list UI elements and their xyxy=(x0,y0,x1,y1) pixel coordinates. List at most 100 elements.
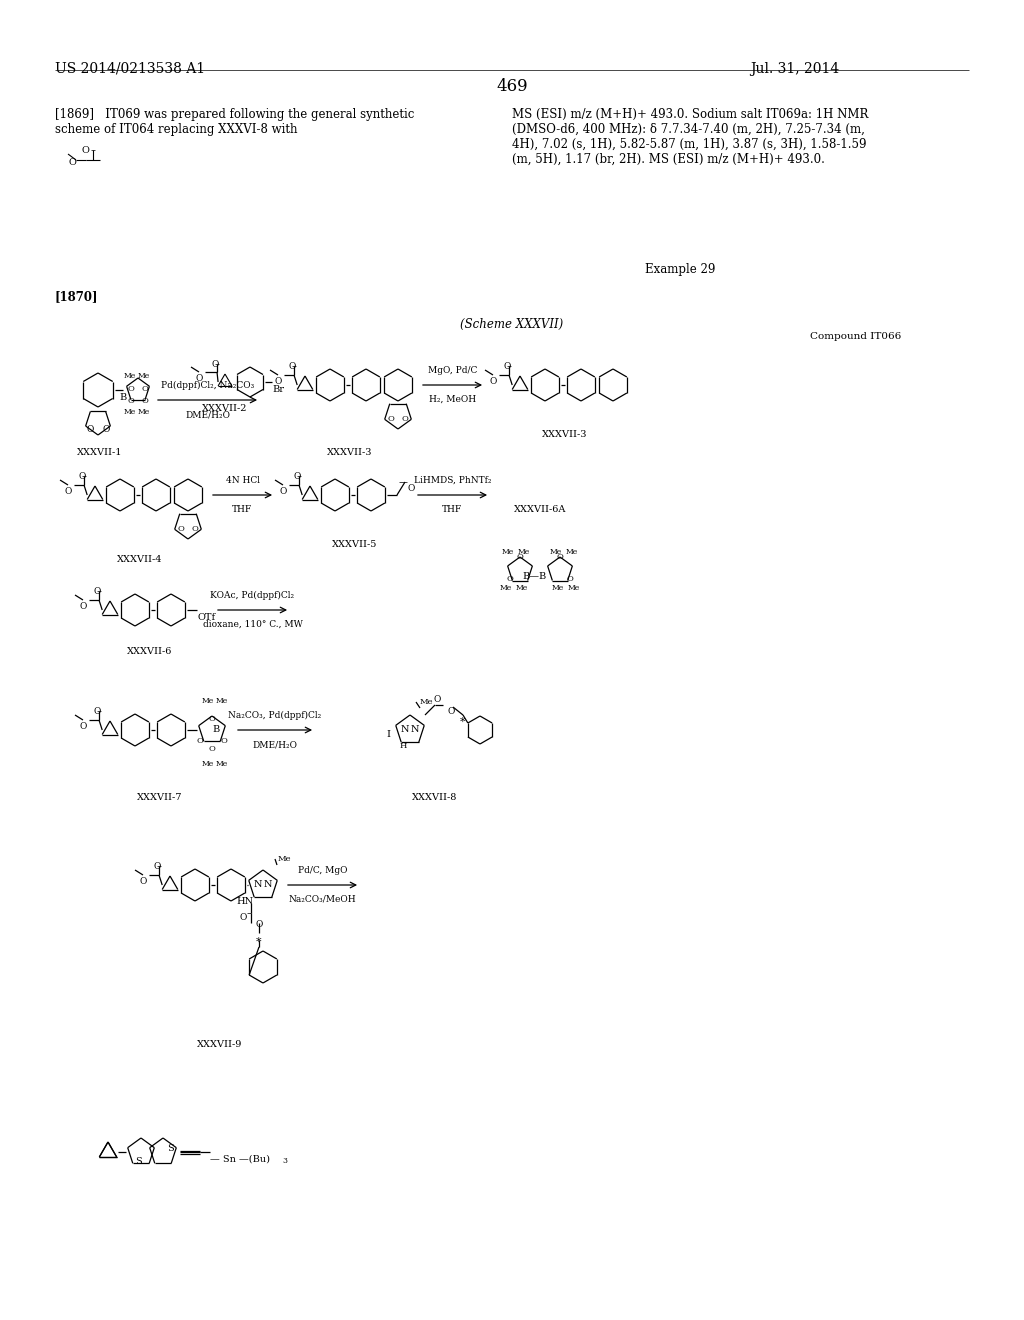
Text: B—B: B—B xyxy=(523,572,547,581)
Text: O: O xyxy=(387,414,394,422)
Text: O: O xyxy=(209,715,215,723)
Text: Example 29: Example 29 xyxy=(645,263,715,276)
Text: XXXVII-6A: XXXVII-6A xyxy=(514,506,566,513)
Text: XXXVII-1: XXXVII-1 xyxy=(77,447,123,457)
Text: DME/H₂O: DME/H₂O xyxy=(185,411,230,418)
Text: Br: Br xyxy=(272,385,284,393)
Text: O: O xyxy=(447,708,455,715)
Text: O: O xyxy=(293,473,301,480)
Text: O: O xyxy=(507,576,513,583)
Text: Me: Me xyxy=(550,548,562,556)
Text: *: * xyxy=(256,937,262,946)
Text: O: O xyxy=(289,362,296,371)
Text: Me: Me xyxy=(568,583,581,591)
Text: THF: THF xyxy=(442,506,463,513)
Text: MS (ESI) m/z (M+H)+ 493.0. Sodium salt IT069a: 1H NMR
(DMSO-d6, 400 MHz): δ 7.7.: MS (ESI) m/z (M+H)+ 493.0. Sodium salt I… xyxy=(512,108,868,166)
Text: Me: Me xyxy=(216,760,228,768)
Text: I: I xyxy=(386,730,390,739)
Text: XXXVII-2: XXXVII-2 xyxy=(203,404,248,413)
Text: B: B xyxy=(120,393,127,403)
Text: XXXVII-9: XXXVII-9 xyxy=(198,1040,243,1049)
Text: Me: Me xyxy=(216,697,228,705)
Text: [1870]: [1870] xyxy=(55,290,98,304)
Text: XXXVII-6: XXXVII-6 xyxy=(127,647,173,656)
Text: Me: Me xyxy=(516,583,528,591)
Text: Me: Me xyxy=(518,548,530,556)
Text: O: O xyxy=(141,385,148,393)
Text: Me: Me xyxy=(500,583,512,591)
Text: O: O xyxy=(504,362,511,371)
Text: O: O xyxy=(240,913,247,921)
Text: US 2014/0213538 A1: US 2014/0213538 A1 xyxy=(55,62,205,77)
Text: O: O xyxy=(79,722,87,731)
Text: O: O xyxy=(557,553,563,561)
Text: *: * xyxy=(460,717,466,727)
Text: O: O xyxy=(191,525,199,533)
Text: O: O xyxy=(128,397,134,405)
Text: O: O xyxy=(255,920,262,929)
Text: KOAc, Pd(dppf)Cl₂: KOAc, Pd(dppf)Cl₂ xyxy=(211,591,295,601)
Text: 4N HCl: 4N HCl xyxy=(225,477,259,484)
Text: Me: Me xyxy=(278,855,292,863)
Text: O: O xyxy=(139,876,146,886)
Text: O: O xyxy=(141,397,148,405)
Text: OTf: OTf xyxy=(198,612,216,622)
Text: Me: Me xyxy=(138,372,151,380)
Text: B: B xyxy=(212,725,219,734)
Text: O: O xyxy=(211,360,219,370)
Text: Pd/C, MgO: Pd/C, MgO xyxy=(298,866,347,875)
Text: O: O xyxy=(280,487,287,496)
Text: O: O xyxy=(516,553,523,561)
Text: XXXVII-3: XXXVII-3 xyxy=(328,447,373,457)
Text: XXXVII-3: XXXVII-3 xyxy=(543,430,588,440)
Text: N: N xyxy=(400,725,410,734)
Text: O: O xyxy=(81,147,89,154)
Text: Pd(dppf)Cl₂, Na₂CO₃: Pd(dppf)Cl₂, Na₂CO₃ xyxy=(161,381,254,389)
Text: O: O xyxy=(209,744,215,752)
Text: O: O xyxy=(489,378,497,385)
Text: XXXVII-4: XXXVII-4 xyxy=(118,554,163,564)
Text: O: O xyxy=(196,374,203,383)
Text: O: O xyxy=(566,576,573,583)
Text: XXXVII-7: XXXVII-7 xyxy=(137,793,182,803)
Text: S: S xyxy=(135,1158,142,1166)
Text: THF: THF xyxy=(232,506,253,513)
Text: Me: Me xyxy=(502,548,514,556)
Text: O: O xyxy=(128,385,134,393)
Text: O: O xyxy=(65,487,72,496)
Text: O: O xyxy=(177,525,184,533)
Text: O: O xyxy=(154,862,161,871)
Text: O: O xyxy=(93,587,100,597)
Text: XXXVII-5: XXXVII-5 xyxy=(333,540,378,549)
Text: XXXVII-8: XXXVII-8 xyxy=(413,793,458,803)
Text: Me: Me xyxy=(124,372,136,380)
Text: Me: Me xyxy=(552,583,564,591)
Text: Jul. 31, 2014: Jul. 31, 2014 xyxy=(750,62,840,77)
Text: N: N xyxy=(411,725,419,734)
Text: O: O xyxy=(68,158,76,168)
Text: HN: HN xyxy=(237,898,254,906)
Text: Na₂CO₃, Pd(dppf)Cl₂: Na₂CO₃, Pd(dppf)Cl₂ xyxy=(228,711,322,719)
Text: O: O xyxy=(197,737,204,744)
Text: O: O xyxy=(86,425,93,434)
Text: O: O xyxy=(407,484,415,492)
Text: Na₂CO₃/MeOH: Na₂CO₃/MeOH xyxy=(289,895,356,904)
Text: S: S xyxy=(168,1144,174,1152)
Text: — Sn —(Bu): — Sn —(Bu) xyxy=(210,1155,270,1164)
Text: Compound IT066: Compound IT066 xyxy=(810,333,901,341)
Text: 3: 3 xyxy=(282,1158,287,1166)
Text: Me: Me xyxy=(124,408,136,416)
Text: O: O xyxy=(78,473,86,480)
Text: Me: Me xyxy=(566,548,579,556)
Text: MgO, Pd/C: MgO, Pd/C xyxy=(428,366,477,375)
Text: Me: Me xyxy=(138,408,151,416)
Text: DME/H₂O: DME/H₂O xyxy=(253,741,298,748)
Text: N: N xyxy=(254,880,262,888)
Text: H₂, MeOH: H₂, MeOH xyxy=(429,395,476,404)
Text: Me: Me xyxy=(420,698,433,706)
Text: H: H xyxy=(399,742,407,750)
Text: (Scheme XXXVII): (Scheme XXXVII) xyxy=(461,318,563,331)
Text: O: O xyxy=(93,708,100,715)
Text: 469: 469 xyxy=(497,78,527,95)
Text: [1869]   IT069 was prepared following the general synthetic
scheme of IT064 repl: [1869] IT069 was prepared following the … xyxy=(55,108,415,136)
